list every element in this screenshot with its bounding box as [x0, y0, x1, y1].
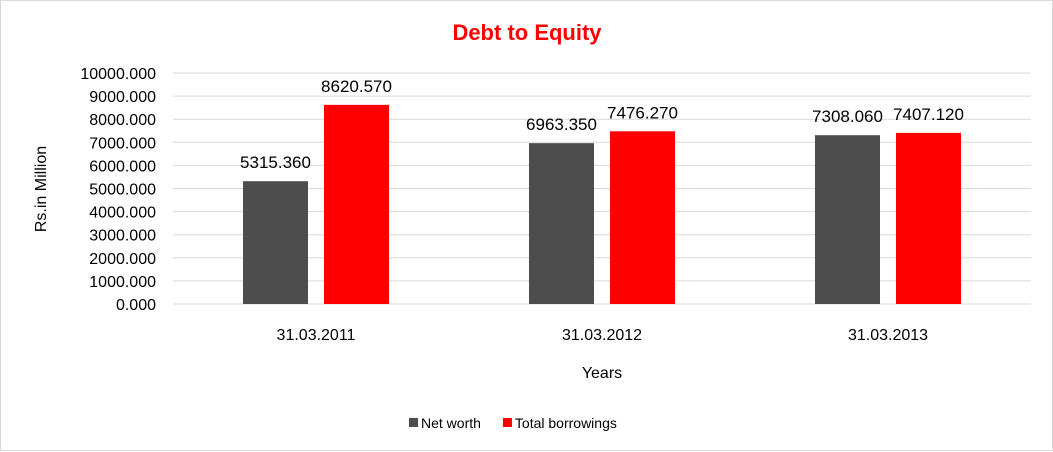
legend-swatch: [502, 418, 512, 427]
bars: [243, 104, 961, 304]
y-tick-label: 0.000: [116, 297, 156, 314]
data-label: 8620.570: [321, 77, 392, 96]
data-label: 7476.270: [607, 103, 678, 122]
y-tick-label: 5000.000: [89, 182, 156, 199]
data-label: 5315.360: [240, 153, 311, 172]
x-axis-label: Years: [582, 365, 622, 382]
data-labels: 5315.360 8620.570 6963.350 7476.270 7308.060…: [240, 77, 964, 172]
bar: [896, 132, 961, 304]
y-tick-label: 10000.000: [80, 66, 156, 83]
y-tick-label: 6000.000: [89, 158, 156, 175]
data-label: 7407.120: [893, 105, 964, 124]
x-tick-label: 31.03.2013: [848, 327, 928, 344]
bar: [815, 135, 880, 304]
bar: [610, 131, 675, 304]
legend: Net worth Total borrowings: [409, 415, 617, 431]
data-label: 6963.350: [526, 115, 597, 134]
y-tick-label: 3000.000: [89, 228, 156, 245]
y-tick-label: 4000.000: [89, 205, 156, 222]
y-axis-label: Rs.in Million: [33, 146, 50, 232]
x-tick-labels: 31.03.2011 31.03.2012 31.03.2013: [277, 327, 929, 344]
x-tick-label: 31.03.2011: [277, 327, 356, 344]
x-tick-label: 31.03.2012: [562, 327, 642, 344]
chart-title: Debt to Equity: [452, 20, 602, 45]
y-tick-label: 1000.000: [89, 274, 156, 291]
bar: [324, 104, 389, 304]
legend-label: Net worth: [421, 415, 481, 431]
legend-swatch: [409, 418, 418, 427]
bar: [529, 143, 594, 304]
bar: [243, 181, 308, 304]
data-label: 7308.060: [812, 107, 883, 126]
gridlines: [173, 72, 1031, 305]
y-tick-label: 2000.000: [89, 251, 156, 268]
y-tick-label: 9000.000: [89, 89, 156, 106]
y-tick-labels: 0.000 1000.000 2000.000 3000.000 4000.000 500…: [80, 66, 156, 314]
legend-label: Total borrowings: [515, 415, 617, 431]
y-tick-label: 7000.000: [89, 135, 156, 152]
y-tick-label: 8000.000: [89, 112, 156, 129]
